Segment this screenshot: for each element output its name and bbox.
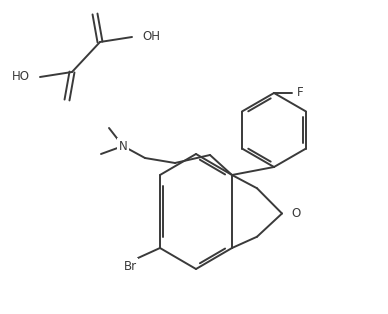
Text: N: N: [119, 139, 127, 153]
Text: HO: HO: [12, 71, 30, 84]
Text: F: F: [297, 86, 304, 100]
Text: O: O: [291, 207, 300, 220]
Text: OH: OH: [142, 30, 160, 44]
Text: Br: Br: [123, 259, 137, 273]
